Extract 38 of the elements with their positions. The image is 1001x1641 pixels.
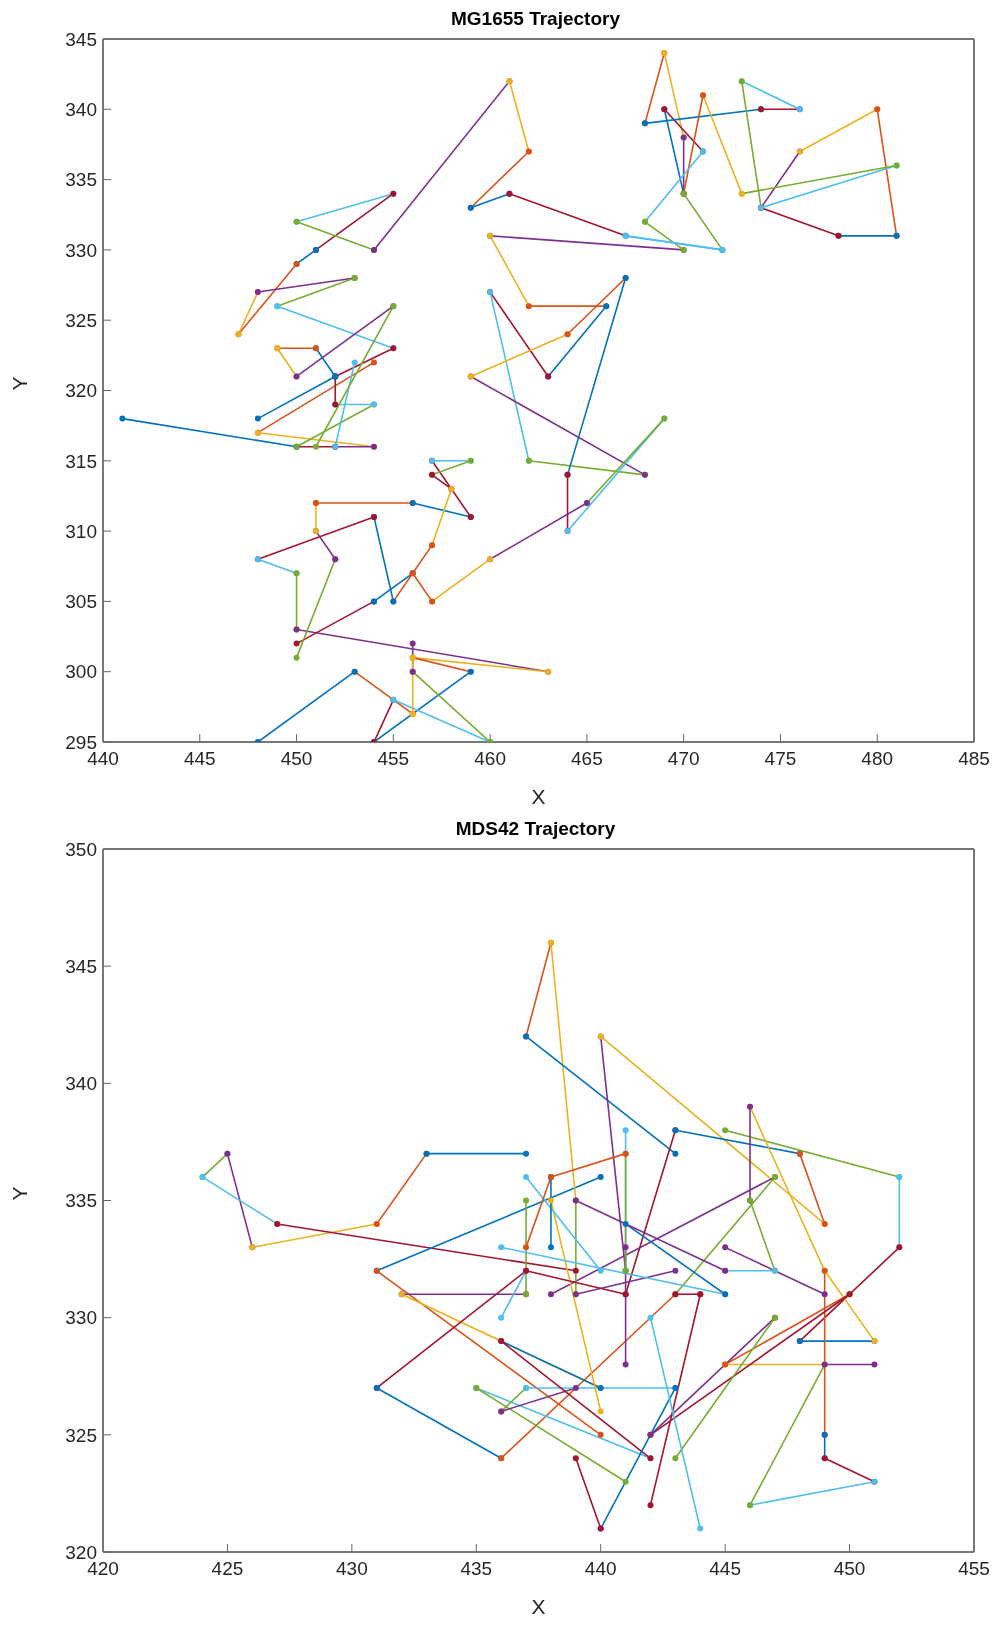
chart-title: MG1655 Trajectory xyxy=(451,8,620,29)
x-tick-label: 485 xyxy=(958,748,990,770)
x-tick-label: 445 xyxy=(183,748,216,770)
y-tick-label: 345 xyxy=(65,955,97,977)
x-tick-label: 455 xyxy=(377,748,410,770)
x-tick-label: 465 xyxy=(571,748,603,770)
x-axis-title: X xyxy=(531,785,546,808)
y-axis-title: Y xyxy=(8,376,32,391)
y-tick-label: 345 xyxy=(65,28,97,50)
y-axis-title: Y xyxy=(8,1186,32,1201)
y-tick-label: 350 xyxy=(65,838,97,860)
y-tick-label: 325 xyxy=(65,1424,97,1446)
y-tick-label: 315 xyxy=(65,450,97,472)
y-tick-label: 340 xyxy=(65,99,97,121)
x-tick-label: 480 xyxy=(861,748,894,770)
chart-title: MDS42 Trajectory xyxy=(455,818,616,839)
x-tick-label: 435 xyxy=(460,1558,493,1580)
x-tick-label: 450 xyxy=(833,1558,866,1580)
y-tick-label: 330 xyxy=(65,1307,97,1329)
x-tick-label: 450 xyxy=(280,748,313,770)
y-tick-label: 320 xyxy=(65,380,97,402)
x-tick-label: 460 xyxy=(474,748,506,770)
y-tick-label: 330 xyxy=(65,239,97,261)
x-tick-label: 475 xyxy=(764,748,797,770)
x-tick-label: 425 xyxy=(211,1558,244,1580)
y-tick-label: 325 xyxy=(65,309,97,331)
y-tick-label: 340 xyxy=(65,1073,97,1095)
x-tick-label: 470 xyxy=(667,748,700,770)
y-tick-label: 300 xyxy=(65,661,97,683)
x-tick-label: 440 xyxy=(584,1558,617,1580)
x-axis-title: X xyxy=(531,1595,546,1618)
y-tick-label: 335 xyxy=(65,169,97,191)
x-tick-label: 455 xyxy=(958,1558,990,1580)
x-tick-label: 445 xyxy=(709,1558,741,1580)
x-tick-label: 430 xyxy=(336,1558,368,1580)
y-tick-label: 335 xyxy=(65,1190,97,1212)
y-tick-label: 310 xyxy=(65,520,97,542)
y-tick-label: 305 xyxy=(65,591,97,613)
